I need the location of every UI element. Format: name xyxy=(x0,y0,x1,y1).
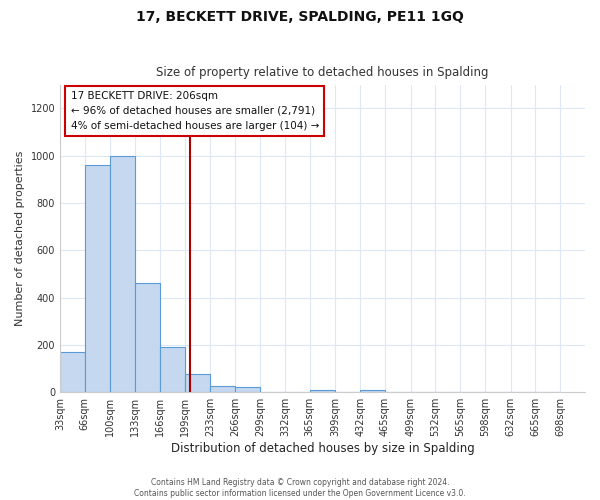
Bar xyxy=(160,348,185,392)
Bar xyxy=(360,390,385,392)
Text: Contains HM Land Registry data © Crown copyright and database right 2024.
Contai: Contains HM Land Registry data © Crown c… xyxy=(134,478,466,498)
Bar xyxy=(310,390,335,392)
Text: 17 BECKETT DRIVE: 206sqm
← 96% of detached houses are smaller (2,791)
4% of semi: 17 BECKETT DRIVE: 206sqm ← 96% of detach… xyxy=(71,91,319,130)
Y-axis label: Number of detached properties: Number of detached properties xyxy=(15,151,25,326)
Bar xyxy=(235,388,260,392)
Bar xyxy=(60,352,85,392)
Bar xyxy=(110,156,135,392)
Text: 17, BECKETT DRIVE, SPALDING, PE11 1GQ: 17, BECKETT DRIVE, SPALDING, PE11 1GQ xyxy=(136,10,464,24)
Bar xyxy=(185,374,211,392)
X-axis label: Distribution of detached houses by size in Spalding: Distribution of detached houses by size … xyxy=(170,442,475,455)
Bar xyxy=(211,386,235,392)
Title: Size of property relative to detached houses in Spalding: Size of property relative to detached ho… xyxy=(156,66,489,80)
Bar xyxy=(135,284,160,392)
Bar xyxy=(85,165,110,392)
